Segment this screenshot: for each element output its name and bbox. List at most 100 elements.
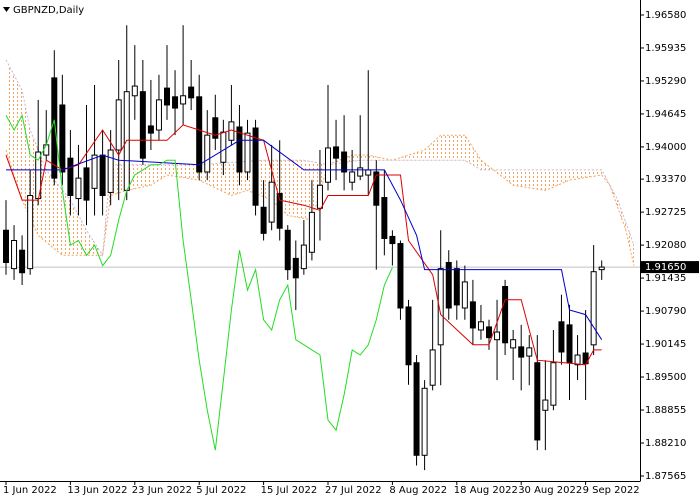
candle-body [582, 352, 589, 365]
candle-body [27, 194, 34, 270]
x-tick-label: 30 Aug 2022 [518, 485, 582, 496]
y-tick-label: 1.94645 [645, 109, 686, 120]
candle-body [188, 86, 195, 99]
candle-body [373, 171, 380, 206]
candle-body [357, 167, 364, 177]
y-tick-label: 1.88210 [645, 438, 686, 449]
candle-body [99, 154, 106, 196]
y-tick-label: 1.92725 [645, 207, 686, 218]
candle-body [284, 229, 291, 271]
candle-body [429, 349, 436, 386]
candle-body [308, 211, 315, 253]
candle-body [365, 169, 372, 176]
symbol-menu-arrow[interactable] [3, 7, 10, 12]
candle-body [244, 132, 251, 173]
candle-body [212, 117, 219, 139]
candle-body [437, 268, 444, 346]
candle-body [534, 362, 541, 441]
x-tick-label: 8 Aug 2022 [389, 485, 447, 496]
candle-body [518, 346, 525, 358]
candle-body [107, 149, 114, 193]
candle-body [389, 235, 396, 245]
cloud-span-line [5, 59, 635, 257]
candle-body [413, 362, 420, 456]
candle-body [566, 324, 573, 364]
candle-body [550, 362, 557, 406]
x-tick-label: 13 Jun 2022 [67, 485, 127, 496]
y-tick-label: 1.87565 [645, 471, 686, 482]
candle-body [453, 268, 460, 306]
candle-body [252, 127, 259, 206]
candle-body [139, 91, 146, 159]
candle-body [349, 171, 356, 183]
candle-body [292, 257, 299, 279]
candle-body [180, 95, 187, 105]
indicator-line [5, 113, 393, 451]
y-tick-label: 1.90145 [645, 339, 686, 350]
current-price-box [641, 261, 699, 274]
candle-body [558, 321, 565, 353]
candle-body [220, 131, 227, 163]
x-tick-label: 9 Sep 2022 [583, 485, 640, 496]
candle-body [486, 326, 492, 339]
candle-body [542, 399, 549, 411]
candle-body [91, 154, 98, 189]
candle-body [172, 96, 179, 109]
candle-body [19, 249, 26, 274]
y-tick-label: 1.90790 [645, 306, 686, 317]
y-tick-label: 1.89500 [645, 372, 686, 383]
candle-body [155, 99, 162, 131]
x-tick-label: 27 Jul 2022 [325, 485, 382, 496]
candle-body [204, 134, 211, 173]
indicator-line [5, 124, 602, 366]
candle-body [75, 177, 82, 200]
candle-body [316, 184, 323, 209]
candle-body [325, 147, 331, 183]
candle-body [115, 99, 122, 151]
candle-body [526, 347, 533, 357]
candle-body [598, 266, 605, 271]
current-price-label: 1.91650 [645, 262, 686, 273]
candle-body [333, 146, 340, 159]
candle-body [469, 301, 476, 329]
y-tick-label: 1.93370 [645, 174, 686, 185]
candle-body [477, 321, 484, 331]
candle-body [83, 167, 90, 201]
candle-body [51, 77, 58, 179]
y-tick-label: 1.95935 [645, 43, 686, 54]
x-tick-label: 23 Jun 2022 [132, 485, 192, 496]
y-tick-label: 1.95290 [645, 76, 686, 87]
y-tick-label: 1.88855 [645, 405, 686, 416]
x-tick-label: 5 Jul 2022 [196, 485, 246, 496]
candle-body [43, 144, 50, 156]
candle-body [590, 271, 597, 346]
x-tick-label: 15 Jul 2022 [261, 485, 318, 496]
candle-body [11, 240, 18, 270]
cloud-span-line [5, 134, 635, 266]
candle-body [397, 243, 404, 309]
candle-body [494, 331, 501, 341]
y-tick-label: 1.92080 [645, 240, 686, 251]
candle-body [421, 387, 428, 456]
candle-body [300, 244, 307, 270]
candle-body [131, 85, 138, 97]
candle-body [268, 181, 275, 223]
candle-body [67, 157, 74, 196]
candle-body [445, 261, 452, 309]
y-tick-label: 1.94000 [645, 142, 686, 153]
candle-body [196, 96, 203, 173]
candle-body [3, 229, 9, 263]
candle-body [510, 339, 517, 349]
candle-body [461, 281, 468, 309]
candle-body [276, 192, 283, 229]
candle-body [59, 104, 66, 173]
y-tick-label: 1.96580 [645, 10, 686, 21]
candle-body [381, 197, 388, 239]
ichimoku-cloud [6, 60, 634, 266]
x-tick-label: 18 Aug 2022 [454, 485, 518, 496]
chart-title: GBPNZD,Daily [13, 5, 84, 16]
candle-body [236, 126, 243, 173]
y-tick-label: 1.91435 [645, 273, 686, 284]
